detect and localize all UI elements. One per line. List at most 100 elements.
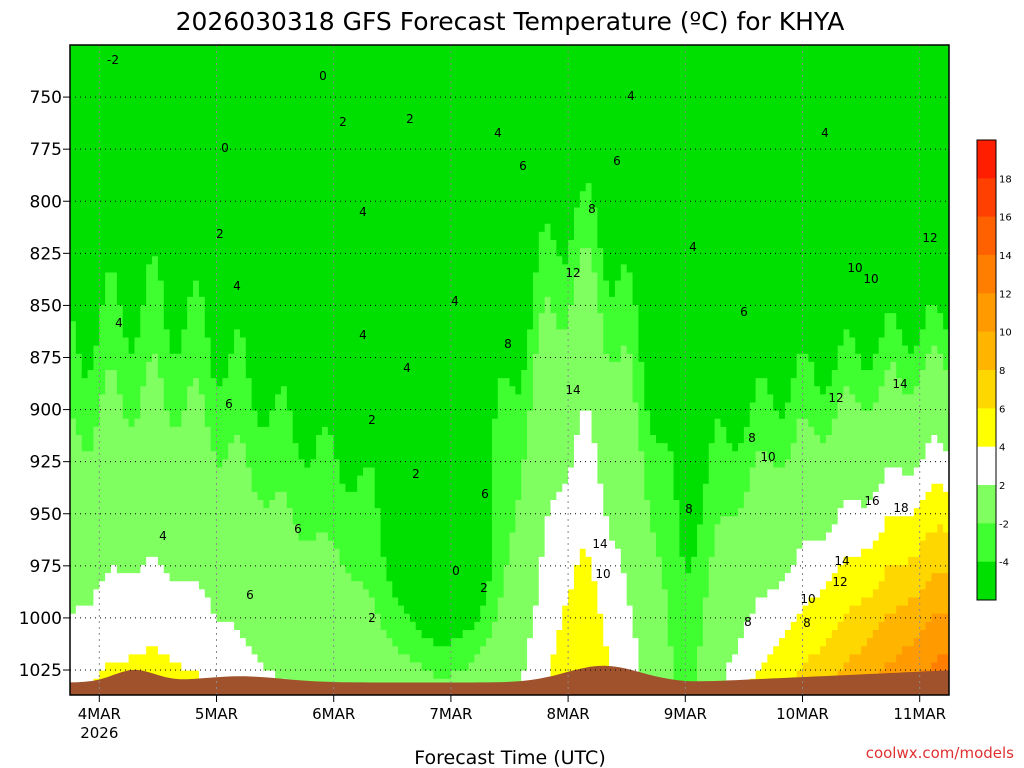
temperature-cell [134,516,141,525]
temperature-cell [228,134,235,144]
temperature-cell [216,231,223,241]
temperature-cell [304,378,311,387]
temperature-cell [345,646,352,655]
temperature-cell [427,467,434,477]
temperature-cell [93,638,100,647]
temperature-cell [386,231,393,241]
temperature-cell [263,305,270,314]
temperature-cell [111,532,118,542]
temperature-cell [316,386,323,395]
temperature-cell [333,126,341,135]
temperature-cell [116,597,124,607]
temperature-cell [409,126,417,135]
temperature-cell [404,150,411,160]
temperature-cell [93,150,100,160]
temperature-cell [433,223,440,233]
temperature-cell [310,118,317,127]
temperature-cell [269,61,276,70]
temperature-cell [216,483,223,493]
temperature-cell [70,158,77,168]
temperature-cell [251,500,259,509]
temperature-cell [321,443,329,452]
temperature-cell [374,418,382,428]
temperature-cell [415,264,423,274]
temperature-cell [140,305,147,314]
temperature-cell [257,621,264,631]
temperature-cell [392,85,399,95]
temperature-cell [292,134,300,144]
temperature-cell [111,264,118,274]
temperature-cell [380,45,388,54]
temperature-cell [157,638,165,647]
temperature-cell [157,443,165,452]
temperature-cell [216,110,223,119]
temperature-cell [251,654,259,664]
temperature-cell [251,508,259,517]
temperature-cell [304,621,311,631]
temperature-cell [134,435,141,444]
temperature-cell [298,565,305,574]
temperature-cell [392,118,399,127]
temperature-cell [210,418,218,428]
temperature-cell [263,313,270,322]
temperature-cell [310,175,317,184]
temperature-cell [116,134,124,144]
temperature-cell [409,418,417,428]
temperature-cell [269,248,276,257]
temperature-cell [392,296,399,306]
temperature-cell [152,45,159,54]
temperature-cell [327,410,335,420]
temperature-cell [245,418,253,428]
temperature-cell [228,353,235,363]
temperature-cell [198,313,206,322]
temperature-cell [351,215,358,225]
temperature-cell [122,467,130,477]
temperature-cell [409,215,417,225]
temperature-cell [275,524,282,534]
temperature-cell [339,248,347,257]
temperature-cell [163,264,171,274]
temperature-cell [251,134,259,144]
temperature-cell [222,150,229,160]
temperature-cell [333,191,341,200]
temperature-cell [187,118,194,127]
temperature-cell [363,191,370,200]
temperature-cell [111,345,118,355]
temperature-cell [163,491,171,501]
temperature-cell [157,345,165,355]
temperature-cell [81,272,89,282]
temperature-cell [433,166,440,176]
temperature-cell [275,191,282,200]
temperature-cell [386,248,393,257]
temperature-cell [128,337,136,347]
temperature-cell [333,597,341,607]
temperature-cell [75,191,83,200]
temperature-cell [316,45,323,54]
temperature-cell [128,175,136,184]
temperature-cell [269,199,276,209]
temperature-cell [286,516,294,525]
temperature-cell [111,93,118,103]
temperature-cell [380,175,388,184]
temperature-cell [421,142,429,152]
temperature-cell [99,532,106,542]
temperature-cell [111,191,118,200]
temperature-cell [210,126,218,135]
temperature-cell [81,467,89,477]
temperature-cell [87,126,95,135]
temperature-cell [292,386,300,395]
temperature-cell [175,118,182,127]
temperature-cell [263,646,270,655]
temperature-cell [298,305,305,314]
temperature-cell [234,581,241,590]
temperature-cell [99,426,106,436]
temperature-cell [87,305,95,314]
temperature-cell [111,280,118,290]
temperature-cell [146,361,153,371]
temperature-cell [298,69,305,79]
temperature-cell [427,475,434,485]
temperature-cell [193,662,200,672]
temperature-cell [169,337,177,347]
temperature-cell [128,69,136,79]
temperature-cell [187,475,194,485]
